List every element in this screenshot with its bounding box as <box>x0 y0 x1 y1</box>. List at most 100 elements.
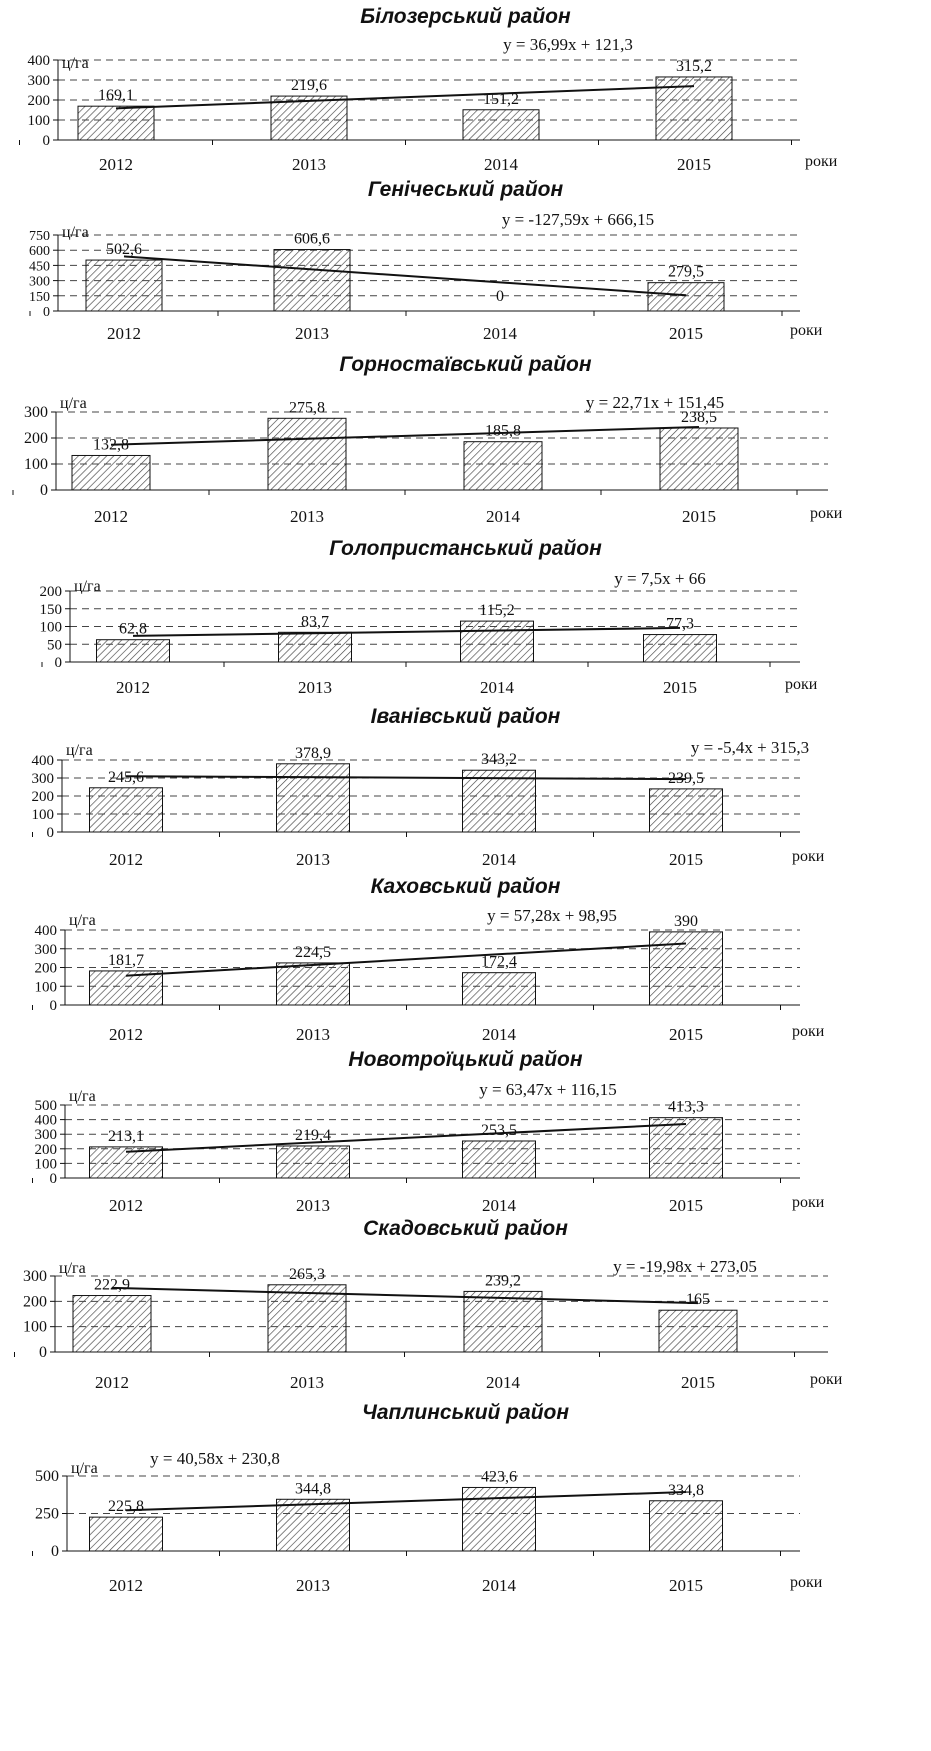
y-tick-label: 200 <box>40 584 63 600</box>
y-tick-label: 600 <box>29 244 50 259</box>
y-tick-label: 100 <box>35 1156 58 1172</box>
chart-panel-4: Голопристанський район 0 50 100 150 200 62,8 83… <box>0 535 931 705</box>
data-label: 224,5 <box>295 944 331 961</box>
data-label: 275,8 <box>289 399 325 416</box>
x-axis-label: роки <box>790 322 823 339</box>
bar-2015 <box>649 1117 723 1179</box>
y-tick-label: 0 <box>43 133 51 149</box>
trend-equation: y = 63,47x + 116,15 <box>479 1080 617 1099</box>
data-label: 279,5 <box>668 264 704 281</box>
y-axis-label: ц/га <box>60 395 87 412</box>
chart-svg: 0 100 200 300 400 169,1 219,6 151,2 315,2 2012 201… <box>19 35 838 174</box>
y-axis-label: ц/га <box>62 224 89 241</box>
trend-equation: y = 36,99x + 121,3 <box>503 35 633 54</box>
x-tick-label: 2015 <box>669 850 703 869</box>
bar-2013 <box>276 1145 350 1179</box>
chart-panel-9: Чаплинський район 0 250 500 225,8 344,8 423,6 3… <box>0 1398 931 1751</box>
x-tick-label: 2012 <box>109 1196 143 1215</box>
x-tick-label: 2015 <box>677 155 711 174</box>
x-tick-label: 2015 <box>663 678 697 697</box>
chart-panel-6: Каховський район 0 100 200 300 400 181,7 224,5 1… <box>0 875 931 1048</box>
chart-panel-2: Генічеський район 0 150 300 450 600 750 502,6 60… <box>0 175 931 350</box>
chart-title: Каховський район <box>370 875 561 898</box>
y-axis-label: ц/га <box>71 1460 98 1477</box>
x-tick-label: 2012 <box>99 155 133 174</box>
y-axis-label: ц/га <box>59 1260 86 1277</box>
y-tick-label: 200 <box>28 93 51 109</box>
trend-equation: y = 22,71x + 151,45 <box>586 393 724 412</box>
bar-2014 <box>460 620 534 663</box>
data-label: 423,6 <box>481 1468 517 1485</box>
data-label: 245,6 <box>108 769 144 786</box>
chart-title: Чаплинський район <box>361 1401 570 1424</box>
data-label: 115,2 <box>479 602 514 619</box>
bar-2014 <box>463 441 543 491</box>
trend-line <box>125 942 687 977</box>
y-tick-label: 400 <box>35 1113 58 1129</box>
x-tick-label: 2013 <box>292 155 326 174</box>
chart-title: Скадовський район <box>363 1217 568 1240</box>
data-label: 253,5 <box>481 1122 517 1139</box>
x-tick-label: 2012 <box>95 1373 129 1392</box>
trend-line <box>110 426 700 446</box>
chart-panel-8: Скадовський район 0 100 200 300 222,9 265,3 239… <box>0 1215 931 1398</box>
bar-2014 <box>462 972 536 1006</box>
trend-line <box>123 255 687 297</box>
data-label: 62,8 <box>119 621 147 638</box>
y-tick-label: 300 <box>23 1268 47 1285</box>
bar-2012 <box>72 1295 152 1353</box>
x-tick-label: 2014 <box>486 1373 521 1392</box>
trend-equation: y = 57,28x + 98,95 <box>487 906 617 925</box>
data-label: 225,8 <box>108 1498 144 1515</box>
y-tick-label: 0 <box>51 1543 59 1560</box>
bar-2012 <box>71 454 151 491</box>
trend-line <box>125 1122 687 1153</box>
y-tick-label: 500 <box>35 1468 59 1485</box>
x-tick-label: 2014 <box>482 1196 517 1215</box>
data-label: 413,3 <box>668 1099 704 1116</box>
bar-2012 <box>89 787 163 833</box>
data-label: 606,6 <box>294 231 330 248</box>
bar-2013 <box>267 417 347 491</box>
y-tick-label: 0 <box>47 825 55 841</box>
x-tick-label: 2014 <box>486 507 521 526</box>
bar-2015 <box>649 931 723 1006</box>
x-tick-label: 2013 <box>290 1373 324 1392</box>
y-tick-label: 200 <box>23 1293 47 1310</box>
bar-2012 <box>96 639 170 663</box>
y-tick-label: 400 <box>35 923 58 939</box>
chart-title: Горностаївський район <box>339 353 592 376</box>
chart-svg: 0 250 500 225,8 344,8 423,6 334,8 2012 2013 2014 2… <box>32 1449 823 1595</box>
x-axis-label: роки <box>790 1574 823 1591</box>
y-tick-label: 0 <box>55 655 63 671</box>
y-tick-label: 100 <box>40 620 63 636</box>
x-tick-label: 2015 <box>681 1373 715 1392</box>
y-axis-label: ц/га <box>69 1088 96 1105</box>
y-axis-label: ц/га <box>62 55 89 72</box>
y-tick-label: 300 <box>24 404 48 421</box>
x-tick-label: 2013 <box>296 1196 330 1215</box>
y-tick-label: 100 <box>23 1319 47 1336</box>
bar-2015 <box>647 282 725 312</box>
y-tick-label: 300 <box>32 771 55 787</box>
x-axis-label: роки <box>792 848 825 865</box>
y-tick-label: 200 <box>24 430 48 447</box>
x-tick-label: 2012 <box>116 678 150 697</box>
x-axis-label: роки <box>810 505 843 522</box>
y-tick-label: 200 <box>32 789 55 805</box>
trend-equation: y = 40,58x + 230,8 <box>150 1449 280 1468</box>
x-tick-label: 2015 <box>669 1196 703 1215</box>
data-label: 239,2 <box>485 1272 521 1289</box>
y-tick-label: 300 <box>35 942 58 958</box>
x-axis-label: роки <box>785 676 818 693</box>
bar-2013 <box>276 1498 350 1552</box>
data-label: 334,8 <box>668 1482 704 1499</box>
bar-2012 <box>85 259 163 312</box>
bar-2014 <box>462 769 536 833</box>
x-tick-label: 2013 <box>296 1576 330 1595</box>
y-tick-label: 0 <box>43 305 50 320</box>
y-tick-label: 200 <box>35 961 58 977</box>
bar-2015 <box>659 427 739 491</box>
